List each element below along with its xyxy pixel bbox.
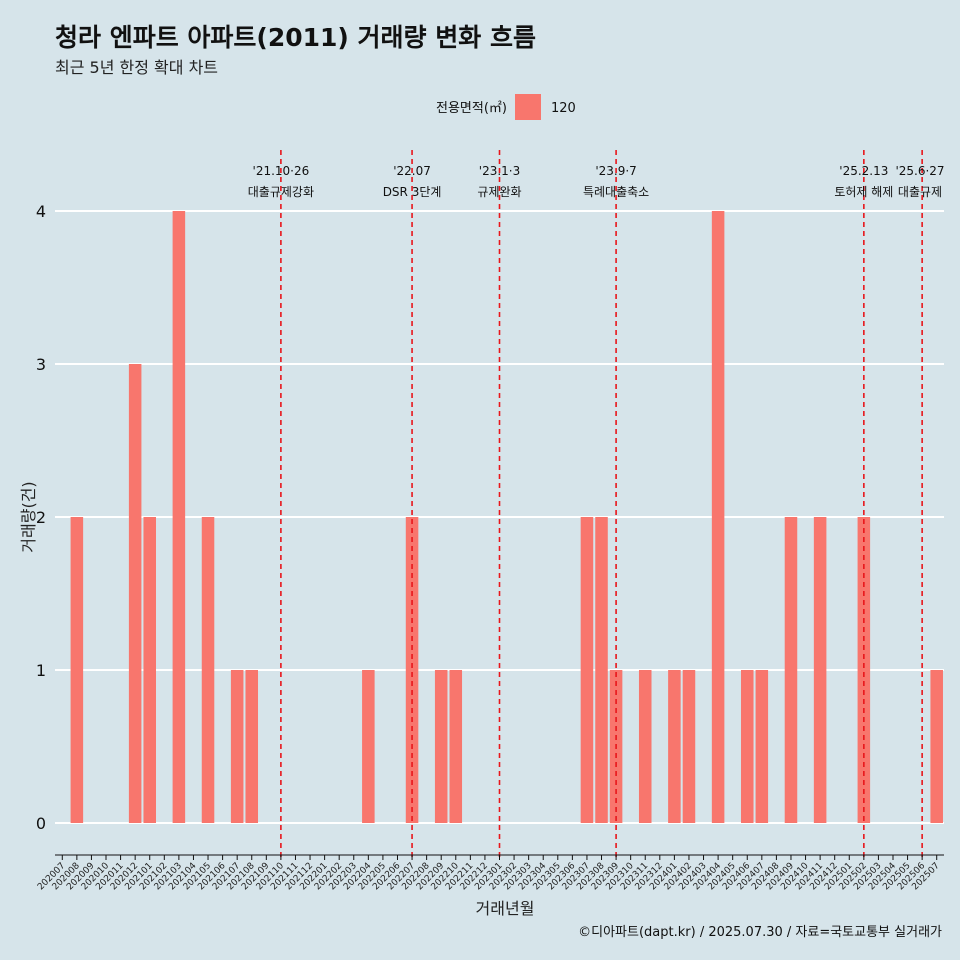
bar-202008 [70,517,84,823]
legend-swatch [515,94,541,120]
y-axis-title: 거래량(건) [19,481,38,552]
chart-title: 청라 엔파트 아파트(2011) 거래량 변화 흐름 [55,23,536,52]
event-label: 규제완화 [477,185,521,199]
legend-item-label: 120 [551,101,576,116]
bar-202406 [740,670,754,823]
event-date: '23.1·3 [479,164,520,178]
x-axis: 2020072020082020092020102020112020122021… [36,854,944,892]
event-date: '25.6·27 [895,164,944,178]
bar-202502 [857,517,871,823]
bar-202307 [580,517,594,823]
bar-202103 [172,211,186,823]
event-date: '21.10·26 [253,164,310,178]
y-tick-label: 3 [36,355,46,374]
event-date: '22.07 [393,164,431,178]
bar-202402 [682,670,696,823]
x-axis-title: 거래년월 [476,899,535,918]
y-tick-label: 4 [36,202,46,221]
bar-202404 [711,211,725,823]
chart-subtitle: 최근 5년 한정 확대 차트 [55,58,219,77]
bar-202311 [638,670,652,823]
event-label: 특례대출축소 [583,185,649,199]
bar-202108 [245,670,259,823]
source-caption: ©디아파트(dapt.kr) / 2025.07.30 / 자료=국토교통부 실… [578,925,942,940]
y-axis-ticks: 0 1 2 3 4 [36,202,46,833]
bar-202204 [362,670,375,823]
bar-202107 [230,670,244,823]
bar-202101 [143,517,156,823]
event-label: DSR 3단계 [383,185,442,199]
event-label: 대출규제 [898,185,942,199]
event-label: 대출규제강화 [248,185,314,199]
bar-202207 [405,517,419,823]
y-tick-label: 0 [36,814,46,833]
event-date: '25.2.13 [839,164,888,178]
event-lines: '21.10·26 대출규제강화 '22.07 DSR 3단계 '23.1·3 규제완화 '… [248,150,945,858]
bar-202507 [930,670,943,823]
legend: 전용면적(㎡) 120 [436,94,576,120]
bar-202411 [813,517,827,823]
y-tick-label: 2 [36,508,46,527]
bar-202012 [128,364,142,823]
event-date: '23.9·7 [595,164,636,178]
bar-202407 [755,670,769,823]
bars [70,211,943,823]
bar-202210 [449,670,463,823]
gridlines [55,210,944,824]
bar-202401 [668,670,681,823]
bar-202409 [784,517,798,823]
y-tick-label: 1 [36,661,46,680]
bar-202209 [434,670,448,823]
bar-202105 [201,517,215,823]
event-label: 토허제 해제 [834,185,893,199]
legend-title: 전용면적(㎡) [436,101,507,116]
bar-202308 [595,517,608,823]
